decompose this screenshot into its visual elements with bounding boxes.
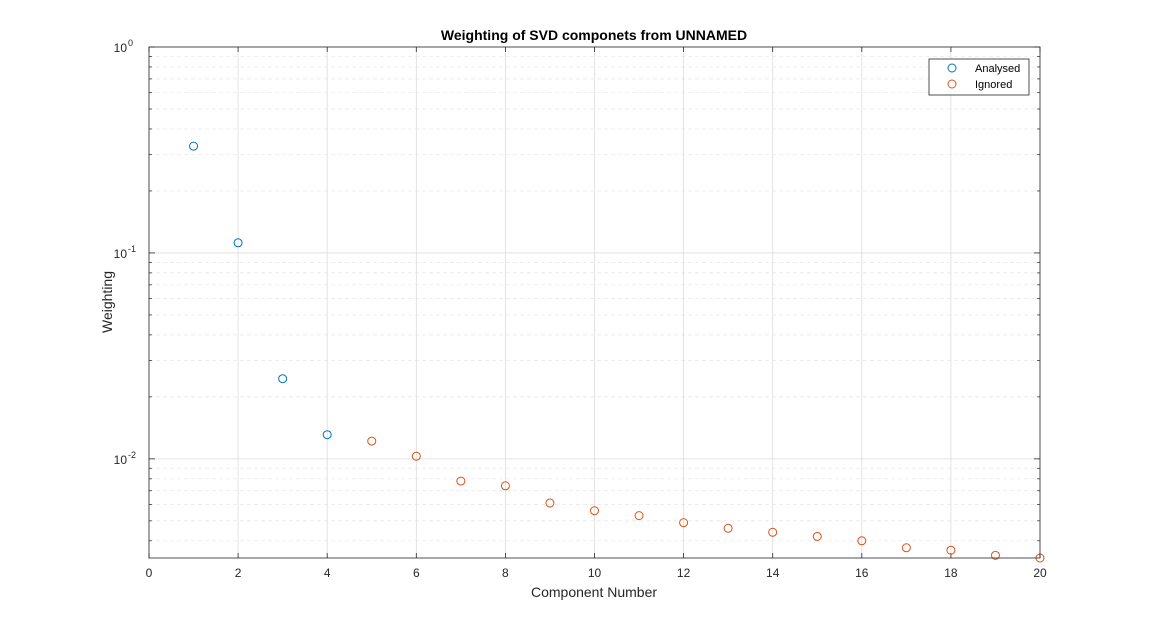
legend-box — [928, 58, 1030, 96]
data-point-ignored — [634, 511, 644, 521]
x-tick-label: 20 — [1033, 566, 1047, 580]
x-tick-label: 12 — [677, 566, 691, 580]
y-tick-label: 10 -2 — [114, 450, 136, 467]
data-point-ignored — [456, 476, 466, 486]
y-tick-label: 10 0 — [114, 38, 133, 55]
y-tick-label-exponent: -1 — [128, 244, 136, 254]
data-point-analysed — [322, 430, 332, 440]
data-point-ignored — [679, 518, 689, 528]
x-tick-label: 4 — [324, 566, 331, 580]
data-point-ignored — [411, 451, 421, 461]
legend-marker-ignored — [947, 79, 957, 89]
y-tick-label-exponent: -2 — [128, 450, 136, 460]
legend-label-ignored: Ignored — [975, 79, 1012, 91]
y-tick-label-base: 10 — [114, 453, 128, 467]
data-point-ignored — [590, 506, 599, 516]
y-tick-label-base: 10 — [114, 41, 128, 55]
y-tick-label: 10 -1 — [114, 244, 136, 261]
grid — [148, 46, 1041, 558]
x-tick-label: 6 — [413, 566, 420, 580]
x-tick-labels: 0 2 4 6 8 10 12 14 16 18 20 — [146, 566, 1047, 580]
data-point-ignored — [723, 523, 733, 533]
y-tick-label-exponent: 0 — [128, 38, 133, 48]
x-axis-label: Component Number — [531, 584, 657, 600]
x-tick-label: 10 — [588, 566, 602, 580]
data-markers — [189, 141, 1045, 563]
data-point-ignored — [990, 550, 1000, 560]
x-tick-label: 14 — [766, 566, 780, 580]
data-point-ignored — [901, 543, 911, 553]
legend: Analysed Ignored — [928, 58, 1030, 96]
y-axis-label: Weighting — [99, 271, 115, 333]
axes-box — [148, 46, 1041, 559]
data-point-ignored — [812, 531, 822, 541]
y-tick-label-base: 10 — [114, 247, 128, 261]
axis-ticks — [148, 46, 1041, 558]
chart-title: Weighting of SVD componets from UNNAMED — [441, 27, 747, 43]
x-tick-label: 2 — [235, 566, 242, 580]
data-point-analysed — [278, 374, 288, 384]
x-tick-label: 18 — [944, 566, 958, 580]
data-point-ignored — [500, 481, 510, 491]
data-point-ignored — [857, 536, 867, 546]
x-tick-label: 16 — [855, 566, 869, 580]
data-point-analysed — [233, 238, 243, 248]
legend-marker-analysed — [947, 63, 957, 73]
x-tick-label: 8 — [502, 566, 509, 580]
data-point-ignored — [545, 498, 555, 508]
legend-label-analysed: Analysed — [975, 63, 1020, 75]
data-point-ignored — [367, 436, 377, 446]
data-point-analysed — [189, 141, 199, 151]
data-point-ignored — [768, 527, 778, 537]
data-point-ignored — [946, 545, 956, 555]
x-tick-label: 0 — [146, 566, 153, 580]
